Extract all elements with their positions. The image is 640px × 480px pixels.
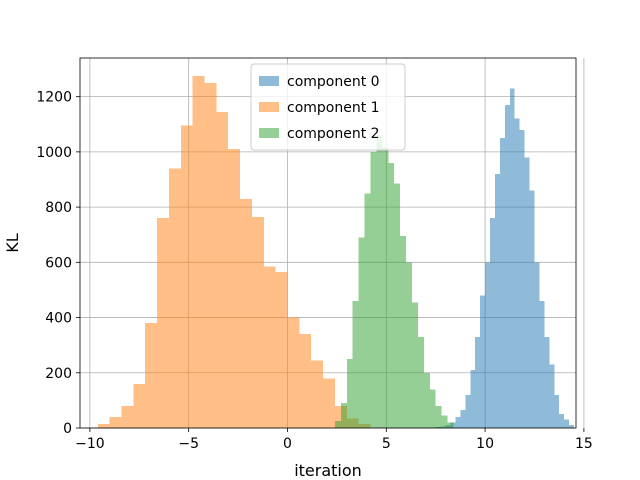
- series-2: [334, 135, 454, 429]
- histogram-bar: [429, 389, 436, 428]
- y-tick-label: 1000: [36, 145, 72, 161]
- histogram-bar: [559, 414, 565, 428]
- legend-swatch: [259, 76, 279, 86]
- histogram-bar: [411, 302, 418, 428]
- legend-box: [250, 63, 406, 151]
- histogram-bar: [435, 405, 442, 428]
- legend-label: component 0: [287, 74, 380, 90]
- bars: [97, 75, 575, 429]
- histogram-bar: [121, 405, 134, 428]
- histogram-bar: [275, 271, 288, 428]
- x-tick-label: −10: [75, 436, 105, 452]
- histogram-bar: [216, 111, 229, 428]
- x-tick-label: 15: [575, 436, 593, 452]
- y-axis-ticks: 0 200 400 600 800 1000 1200: [36, 90, 80, 437]
- histogram-bar: [251, 216, 264, 428]
- histogram-bar: [346, 358, 353, 428]
- legend-swatch: [259, 102, 279, 112]
- y-tick-label: 1200: [36, 90, 72, 106]
- histogram-bar: [228, 149, 241, 429]
- histogram-bar: [554, 394, 560, 428]
- histogram-bar: [494, 173, 500, 428]
- y-tick-label: 600: [45, 255, 72, 271]
- histogram-bar: [180, 125, 193, 428]
- histogram-bar: [192, 75, 205, 429]
- y-axis-label: KL: [3, 233, 22, 252]
- legend-label: component 2: [287, 126, 380, 142]
- histogram-bar: [539, 300, 545, 428]
- x-axis-label: iteration: [294, 461, 362, 480]
- histogram-bar: [376, 135, 383, 429]
- histogram-bar: [382, 147, 389, 428]
- histogram-bar: [287, 317, 300, 428]
- histogram-bar: [323, 378, 335, 428]
- histogram-bar: [358, 237, 365, 428]
- histogram-bar: [133, 383, 146, 428]
- histogram-bar: [157, 218, 169, 428]
- x-tick-label: 10: [476, 436, 494, 452]
- y-tick-label: 200: [45, 366, 72, 382]
- legend-swatch: [259, 128, 279, 138]
- histogram-bar: [519, 129, 525, 428]
- histogram-bar: [388, 162, 395, 429]
- histogram-bar: [364, 193, 371, 428]
- series-0: [435, 88, 575, 428]
- histogram-bar: [352, 300, 359, 428]
- histogram-bar: [406, 262, 412, 428]
- histogram-bar: [299, 334, 312, 428]
- x-axis-ticks: −10 −5 0 5 10 15: [75, 428, 593, 452]
- histogram-bar: [334, 405, 347, 428]
- histogram-bar: [204, 82, 217, 429]
- histogram-bar: [447, 422, 454, 428]
- histogram-bar: [311, 360, 324, 428]
- histogram-bar: [569, 425, 575, 428]
- histogram-bar: [529, 190, 535, 428]
- y-tick-label: 0: [63, 421, 72, 437]
- histogram-bar: [441, 415, 448, 428]
- histogram-bar: [263, 266, 276, 428]
- histogram-bar: [480, 295, 486, 428]
- histogram-bar: [504, 104, 510, 428]
- plot-frame: [79, 57, 577, 429]
- series-1: [97, 75, 371, 429]
- histogram-bar: [549, 364, 555, 428]
- histogram-bar: [499, 138, 505, 428]
- histogram-bar: [514, 118, 520, 428]
- histogram-bar: [240, 198, 252, 428]
- histogram-bar: [145, 323, 158, 428]
- histogram-bar: [423, 372, 430, 428]
- histogram-bar: [509, 88, 515, 428]
- histogram-bar: [97, 423, 110, 428]
- histogram-bar: [394, 183, 401, 428]
- x-tick-label: 5: [382, 436, 391, 452]
- y-tick-label: 400: [45, 311, 72, 327]
- histogram-bar: [470, 370, 476, 428]
- histogram-bar: [168, 168, 181, 428]
- legend-label: component 1: [287, 100, 380, 116]
- histogram-bar: [334, 421, 341, 428]
- x-tick-label: 0: [283, 436, 292, 452]
- histogram-bar: [544, 336, 550, 428]
- histogram-bar: [524, 157, 530, 428]
- y-tick-label: 800: [45, 200, 72, 216]
- histogram-bar: [465, 394, 471, 428]
- legend: component 0 component 1 component 2: [250, 63, 406, 151]
- histogram-bar: [417, 336, 424, 428]
- histogram-bar: [109, 416, 122, 428]
- x-tick-label: −5: [178, 436, 199, 452]
- histogram-bar: [370, 151, 377, 428]
- histogram-bar: [475, 336, 481, 428]
- histogram-bar: [400, 236, 407, 428]
- histogram-bar: [460, 410, 466, 428]
- histogram-bar: [534, 262, 540, 428]
- histogram-bar: [564, 419, 570, 428]
- histogram-bar: [340, 403, 347, 428]
- histogram-bar: [455, 416, 461, 428]
- histogram-bar: [490, 218, 495, 428]
- histogram-bar: [485, 262, 491, 428]
